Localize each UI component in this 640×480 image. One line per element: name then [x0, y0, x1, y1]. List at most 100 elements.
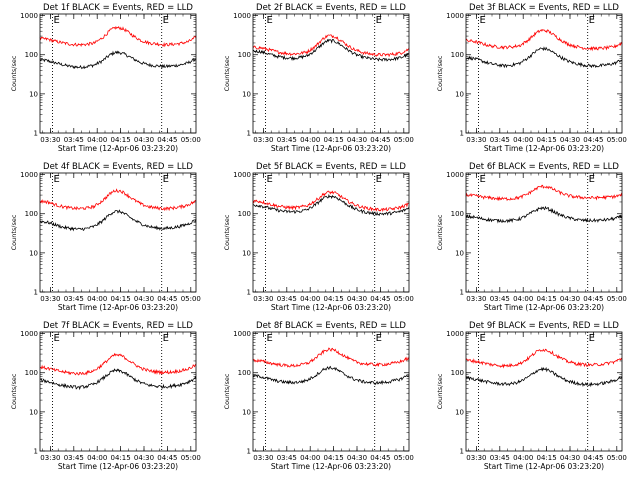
x-tick-label: 04:45 — [583, 454, 603, 462]
x-tick-label: 03:45 — [490, 295, 510, 303]
x-tick-label: 03:30 — [253, 295, 273, 303]
y-tick-label: 1000 — [20, 12, 38, 20]
series-line-lld — [465, 28, 623, 52]
x-tick-label: 03:45 — [64, 454, 84, 462]
series-line-events — [465, 46, 623, 69]
time-marker-label: E — [376, 333, 382, 344]
time-marker-label: E — [479, 15, 485, 26]
y-axis-label: Counts/sec — [436, 373, 444, 409]
y-tick-label: 10 — [29, 249, 38, 257]
x-tick-label: 03:30 — [253, 136, 273, 144]
y-tick-label: 10 — [455, 249, 464, 257]
panel-6: Det 6f BLACK = Events, RED = LLD 1 10 100 10… — [436, 162, 627, 312]
y-axis-label: Counts/sec — [10, 373, 18, 409]
x-tick-label: 04:00 — [513, 295, 533, 303]
x-tick-label: 03:30 — [40, 454, 60, 462]
y-tick-label: 1 — [34, 130, 38, 138]
panel-title: Det 1f BLACK = Events, RED = LLD — [43, 3, 193, 13]
x-axis-label: Start Time (12-Apr-06 03:23:20) — [484, 462, 604, 471]
x-tick-label: 05:00 — [394, 136, 414, 144]
y-tick-label: 1000 — [20, 330, 38, 338]
y-tick-label: 100 — [451, 51, 464, 59]
y-tick-label: 100 — [238, 51, 251, 59]
y-axis-label: Counts/sec — [436, 55, 444, 91]
time-marker-label: E — [479, 333, 485, 344]
y-tick-label: 10 — [242, 90, 251, 98]
y-tick-label: 100 — [451, 369, 464, 377]
time-marker-label: E — [163, 174, 169, 185]
y-tick-label: 1 — [247, 448, 251, 456]
y-tick-label: 100 — [238, 210, 251, 218]
x-axis-label: Start Time (12-Apr-06 03:23:20) — [484, 144, 604, 153]
x-tick-label: 04:30 — [134, 136, 154, 144]
series-line-events — [39, 368, 197, 391]
x-tick-label: 04:45 — [370, 136, 390, 144]
x-tick-label: 04:30 — [560, 295, 580, 303]
x-tick-label: 04:30 — [347, 454, 367, 462]
y-tick-label: 10 — [242, 408, 251, 416]
series-line-lld — [39, 188, 197, 212]
panel-5: Det 5f BLACK = Events, RED = LLD 1 10 100 10… — [223, 162, 414, 312]
y-tick-label: 1 — [34, 448, 38, 456]
panel-1: Det 1f BLACK = Events, RED = LLD 1 10 100 10… — [10, 3, 201, 153]
time-marker-label: E — [163, 333, 169, 344]
plot-frame — [252, 13, 410, 134]
time-marker-label: E — [163, 15, 169, 26]
y-axis-label: Counts/sec — [223, 373, 231, 409]
x-tick-label: 04:15 — [537, 136, 557, 144]
series-line-events — [465, 205, 623, 224]
y-axis-label: Counts/sec — [436, 214, 444, 250]
x-tick-label: 04:30 — [347, 136, 367, 144]
x-tick-label: 04:30 — [134, 454, 154, 462]
x-tick-label: 03:45 — [277, 454, 297, 462]
x-tick-label: 05:00 — [607, 136, 627, 144]
x-tick-label: 05:00 — [607, 454, 627, 462]
x-tick-label: 03:30 — [466, 295, 486, 303]
y-axis-label: Counts/sec — [223, 55, 231, 91]
time-marker-label: E — [376, 15, 382, 26]
panel-8: Det 8f BLACK = Events, RED = LLD 1 10 100 10… — [223, 321, 414, 471]
x-tick-label: 04:15 — [324, 454, 344, 462]
x-tick-label: 05:00 — [181, 136, 201, 144]
panel-title: Det 2f BLACK = Events, RED = LLD — [256, 3, 406, 13]
y-tick-label: 1 — [460, 448, 464, 456]
x-tick-label: 03:30 — [253, 454, 273, 462]
y-axis-label: Counts/sec — [10, 214, 18, 250]
panel-title: Det 3f BLACK = Events, RED = LLD — [469, 3, 619, 13]
x-tick-label: 03:45 — [490, 454, 510, 462]
x-tick-label: 04:45 — [157, 454, 177, 462]
y-axis-label: Counts/sec — [223, 214, 231, 250]
time-marker-label: E — [589, 15, 595, 26]
plot-frame — [252, 331, 410, 452]
y-tick-label: 1 — [247, 289, 251, 297]
y-tick-label: 1 — [34, 289, 38, 297]
panel-title: Det 5f BLACK = Events, RED = LLD — [256, 162, 406, 172]
x-tick-label: 04:45 — [157, 295, 177, 303]
time-marker-label: E — [53, 333, 59, 344]
panel-title: Det 7f BLACK = Events, RED = LLD — [43, 321, 193, 331]
x-tick-label: 04:15 — [111, 454, 131, 462]
x-tick-label: 03:45 — [64, 136, 84, 144]
series-line-lld — [465, 348, 623, 369]
time-marker-label: E — [589, 333, 595, 344]
plot-frame — [252, 172, 410, 293]
series-line-events — [465, 366, 623, 388]
x-tick-label: 04:00 — [87, 454, 107, 462]
x-tick-label: 04:45 — [370, 295, 390, 303]
x-tick-label: 04:15 — [537, 454, 557, 462]
y-tick-label: 100 — [451, 210, 464, 218]
x-tick-label: 03:30 — [40, 295, 60, 303]
y-tick-label: 10 — [242, 249, 251, 257]
x-axis-label: Start Time (12-Apr-06 03:23:20) — [58, 144, 178, 153]
y-tick-label: 1 — [460, 289, 464, 297]
x-tick-label: 03:45 — [490, 136, 510, 144]
x-tick-label: 04:30 — [347, 295, 367, 303]
x-tick-label: 04:00 — [513, 136, 533, 144]
panel-title: Det 6f BLACK = Events, RED = LLD — [469, 162, 619, 172]
x-tick-label: 03:30 — [40, 136, 60, 144]
x-axis-label: Start Time (12-Apr-06 03:23:20) — [484, 303, 604, 312]
panel-2: Det 2f BLACK = Events, RED = LLD 1 10 100 10… — [223, 3, 414, 153]
x-tick-label: 04:45 — [583, 136, 603, 144]
plot-frame — [39, 172, 197, 293]
panel-4: Det 4f BLACK = Events, RED = LLD 1 10 100 10… — [10, 162, 201, 312]
